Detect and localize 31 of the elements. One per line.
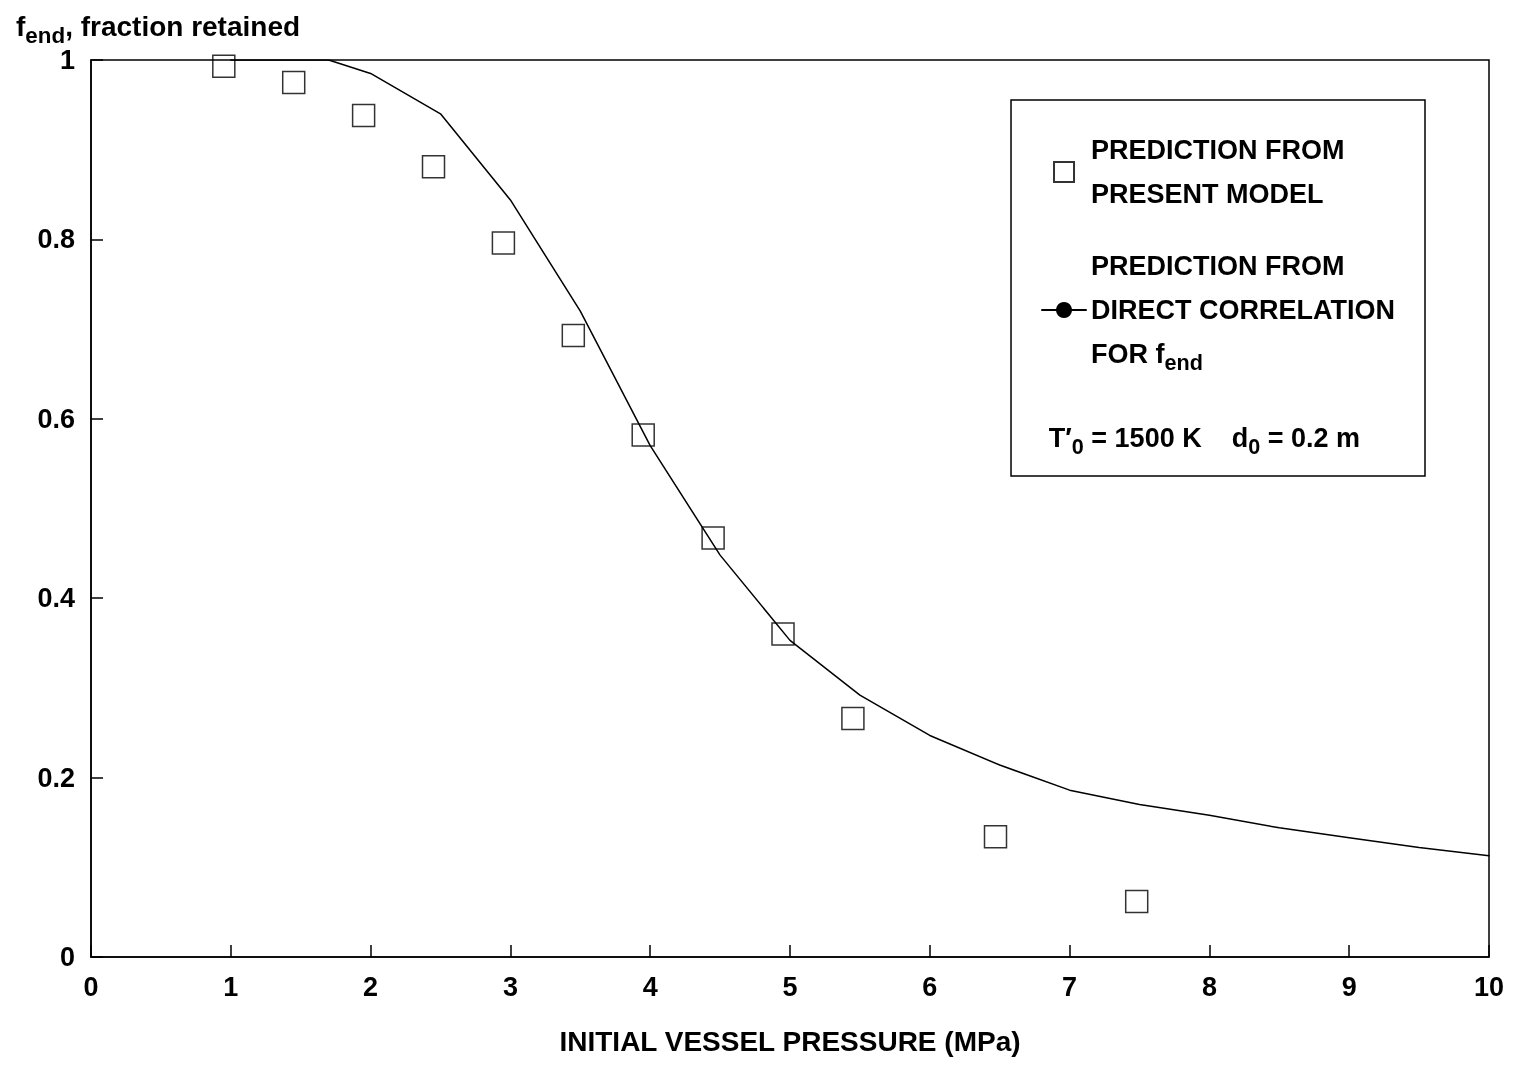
y-tick-label: 0.6 bbox=[37, 403, 75, 434]
point bbox=[701, 526, 725, 550]
y-tick-label: 0 bbox=[59, 942, 75, 972]
x-tick-label: 2 bbox=[363, 971, 379, 1002]
point bbox=[983, 825, 1008, 849]
point bbox=[421, 154, 446, 179]
point bbox=[771, 622, 795, 646]
point bbox=[631, 423, 655, 447]
y-tick-label: 1 bbox=[59, 45, 75, 75]
x-tick-label: 5 bbox=[782, 971, 798, 1002]
x-tick-label: 3 bbox=[502, 971, 518, 1002]
point bbox=[491, 231, 516, 255]
y-tick-label: 0.2 bbox=[37, 762, 75, 793]
x-tick-label: 6 bbox=[922, 971, 938, 1002]
x-tick-label: 1 bbox=[223, 971, 239, 1002]
point bbox=[1124, 889, 1149, 914]
x-tick-label: 8 bbox=[1201, 971, 1217, 1002]
x-tick-label: 0 bbox=[83, 971, 99, 1002]
x-tick-label: 10 bbox=[1473, 971, 1505, 1002]
point bbox=[281, 70, 306, 95]
point bbox=[841, 706, 865, 731]
point bbox=[351, 103, 376, 128]
x-tick-label: 7 bbox=[1062, 971, 1078, 1002]
point bbox=[212, 54, 236, 79]
legend-label: PREDICTION FROM PRESENT MODEL bbox=[1091, 135, 1345, 209]
x-tick-label: 9 bbox=[1341, 971, 1357, 1002]
point bbox=[561, 323, 586, 348]
y-tick-label: 0.8 bbox=[37, 224, 75, 255]
x-tick-label: 4 bbox=[642, 971, 658, 1002]
y-tick-label: 0.4 bbox=[37, 583, 75, 614]
x-axis-title: INITIAL VESSEL PRESSURE (MPa) bbox=[559, 1025, 1021, 1057]
